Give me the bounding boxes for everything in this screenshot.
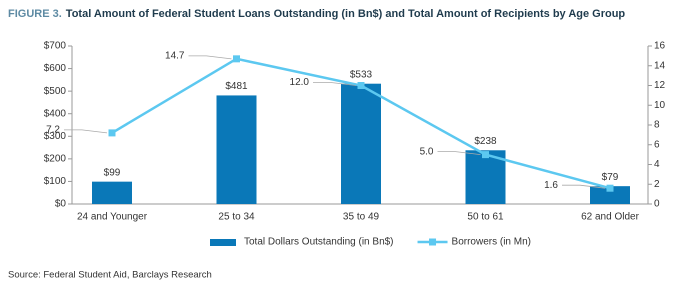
y2-tick-label: 8 <box>654 120 660 131</box>
y2-tick-label: 10 <box>654 100 666 111</box>
figure-number: FIGURE 3. <box>8 8 62 20</box>
y2-tick-label: 0 <box>654 199 660 210</box>
x-tick-label: 50 to 61 <box>467 212 504 223</box>
line-marker <box>606 184 614 192</box>
y-tick-label: $400 <box>44 108 67 119</box>
label-leader <box>437 151 481 156</box>
bar-value-label: $79 <box>602 172 619 183</box>
bar-value-label: $99 <box>104 167 121 178</box>
x-tick-label: 24 and Younger <box>77 212 148 223</box>
line-marker <box>233 55 240 63</box>
line-marker <box>108 129 116 137</box>
y2-tick-label: 2 <box>654 179 660 190</box>
y-tick-label: $500 <box>44 86 67 97</box>
bar-value-label: $238 <box>474 136 497 147</box>
bar-value-label: $481 <box>225 81 248 92</box>
chart-title: Total Amount of Federal Student Loans Ou… <box>66 8 626 20</box>
label-leader <box>188 55 232 60</box>
y-tick-label: $600 <box>44 63 67 74</box>
x-tick-label: 25 to 34 <box>218 212 255 223</box>
line-value-label: 14.7 <box>165 50 185 61</box>
legend-swatch-marker <box>429 238 437 246</box>
y2-tick-label: 12 <box>654 80 666 91</box>
bar <box>341 83 381 204</box>
line-value-label: 7.2 <box>46 125 60 136</box>
y-tick-label: $0 <box>55 199 67 210</box>
label-leader <box>562 184 606 189</box>
bar-value-label: $533 <box>350 69 373 80</box>
line-marker <box>482 151 489 159</box>
legend-label: Total Dollars Outstanding (in Bn$) <box>244 237 394 248</box>
label-leader <box>313 82 357 86</box>
bar <box>92 181 132 204</box>
y-tick-label: $100 <box>44 176 67 187</box>
line-value-label: 1.6 <box>544 180 558 191</box>
line-value-label: 12.0 <box>290 77 310 88</box>
bar <box>590 186 630 204</box>
y2-tick-label: 6 <box>654 139 660 150</box>
label-leader <box>64 129 108 134</box>
y2-tick-label: 16 <box>654 41 666 52</box>
legend-swatch <box>210 239 236 246</box>
line-value-label: 5.0 <box>420 146 434 157</box>
bar <box>216 95 257 204</box>
source: Source: Federal Student Aid, Barclays Re… <box>8 270 212 281</box>
y-tick-label: $300 <box>44 131 67 142</box>
y-tick-label: $700 <box>44 41 67 52</box>
figure-label: FIGURE 3. Total Amount of Federal Student… <box>8 8 625 20</box>
legend-label: Borrowers (in Mn) <box>452 237 531 248</box>
y2-tick-label: 14 <box>654 60 666 71</box>
y2-tick-label: 4 <box>654 159 660 170</box>
x-tick-label: 35 to 49 <box>343 212 380 223</box>
y-tick-label: $200 <box>44 153 67 164</box>
x-tick-label: 62 and Older <box>581 212 639 223</box>
line-marker <box>357 82 365 89</box>
